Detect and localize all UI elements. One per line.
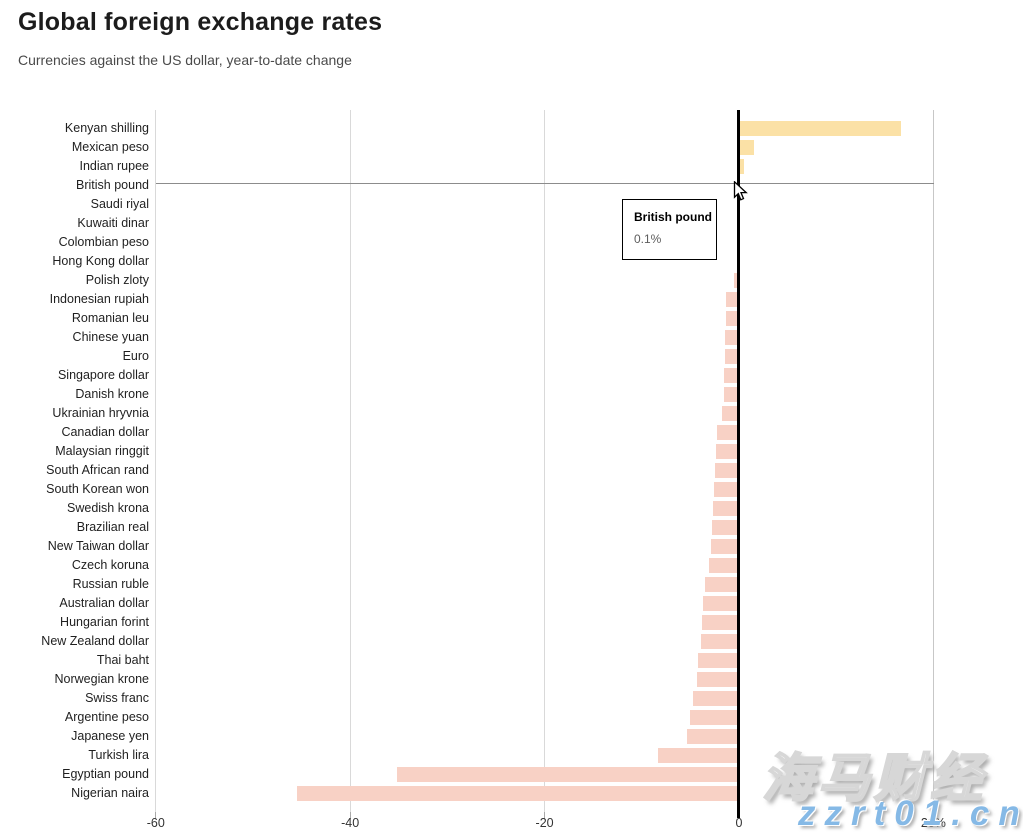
bar[interactable]: [716, 424, 739, 440]
zero-axis-line: [737, 110, 740, 818]
bar[interactable]: [739, 158, 744, 174]
category-label: Nigerian naira: [71, 785, 149, 800]
category-label: Thai baht: [96, 652, 149, 667]
category-label: Indonesian rupiah: [49, 291, 149, 306]
category-label: Australian dollar: [59, 595, 149, 610]
category-label: South African rand: [46, 462, 149, 477]
category-label: Polish zloty: [85, 272, 149, 287]
axis-tick-label: -40: [341, 816, 360, 830]
bar[interactable]: [724, 367, 739, 383]
bar[interactable]: [697, 671, 739, 687]
bar[interactable]: [296, 785, 739, 801]
tooltip-value: 0.1%: [634, 232, 662, 246]
category-label: Saudi riyal: [90, 196, 149, 211]
bar[interactable]: [712, 500, 739, 516]
hover-row-line: [156, 183, 934, 184]
category-label: Romanian leu: [71, 310, 149, 325]
axis-tick: [155, 812, 157, 819]
category-label: Swiss franc: [85, 690, 149, 705]
category-label: Hong Kong dollar: [52, 253, 149, 268]
category-label: Czech koruna: [71, 557, 149, 572]
gridline: [155, 110, 157, 812]
category-label: Norwegian krone: [54, 671, 150, 686]
bar[interactable]: [721, 405, 739, 421]
category-label: Ukrainian hryvnia: [52, 405, 149, 420]
bar[interactable]: [734, 272, 739, 288]
watermark-url: zzrt01.cn: [798, 794, 1023, 833]
category-label: Colombian peso: [58, 234, 149, 249]
category-label: Indian rupee: [79, 158, 149, 173]
category-label: Euro: [122, 348, 149, 363]
axis-tick-label: -20: [535, 816, 554, 830]
category-label: Hungarian forint: [60, 614, 149, 629]
axis-tick: [349, 812, 351, 819]
page-subtitle: Currencies against the US dollar, year-t…: [18, 52, 352, 68]
bar[interactable]: [693, 690, 739, 706]
axis-tick: [544, 812, 546, 819]
category-label: British pound: [76, 177, 149, 192]
bar[interactable]: [739, 120, 902, 136]
bar[interactable]: [701, 633, 739, 649]
bar[interactable]: [702, 614, 739, 630]
category-label: Brazilian real: [76, 519, 149, 534]
bar[interactable]: [658, 747, 739, 763]
bar[interactable]: [713, 481, 739, 497]
bar[interactable]: [726, 291, 739, 307]
bar[interactable]: [724, 386, 739, 402]
bar[interactable]: [715, 443, 739, 459]
tooltip: British pound 0.1%: [622, 199, 717, 260]
axis-tick: [932, 812, 934, 819]
bar[interactable]: [690, 709, 739, 725]
gridline: [932, 110, 934, 812]
axis-tick-label: -60: [146, 816, 165, 830]
category-label: South Korean won: [46, 481, 149, 496]
category-label: New Taiwan dollar: [47, 538, 149, 553]
category-label: Canadian dollar: [61, 424, 149, 439]
bar[interactable]: [687, 728, 739, 744]
bar[interactable]: [708, 557, 739, 573]
category-label: Argentine peso: [64, 709, 149, 724]
axis-tick-label: 0: [735, 816, 743, 830]
category-label: Swedish krona: [67, 500, 149, 515]
category-label: Malaysian ringgit: [55, 443, 149, 458]
category-label: Egyptian pound: [62, 766, 149, 781]
page-title: Global foreign exchange rates: [18, 8, 383, 36]
gridline: [349, 110, 351, 812]
category-label: Kenyan shilling: [64, 120, 149, 135]
category-label: Chinese yuan: [72, 329, 149, 344]
category-label: Kuwaiti dinar: [77, 215, 149, 230]
category-label: Mexican peso: [71, 139, 149, 154]
bar[interactable]: [725, 329, 739, 345]
category-label: Singapore dollar: [57, 367, 149, 382]
bar[interactable]: [704, 576, 739, 592]
bar[interactable]: [703, 595, 739, 611]
tooltip-title: British pound: [634, 210, 712, 224]
bar[interactable]: [714, 462, 739, 478]
category-label: Japanese yen: [71, 728, 149, 743]
gridline: [544, 110, 546, 812]
bar[interactable]: [698, 652, 739, 668]
category-label: Russian ruble: [72, 576, 149, 591]
category-label: Turkish lira: [88, 747, 149, 762]
bar[interactable]: [710, 538, 739, 554]
watermark-brand: 海马财经: [761, 748, 987, 810]
axis-tick-label: 20%: [920, 816, 946, 830]
bar[interactable]: [711, 519, 739, 535]
category-label: Danish krone: [75, 386, 149, 401]
bar[interactable]: [726, 310, 739, 326]
bar[interactable]: [739, 139, 754, 155]
bar[interactable]: [725, 348, 739, 364]
category-label: New Zealand dollar: [41, 633, 149, 648]
bar[interactable]: [396, 766, 739, 782]
mouse-cursor-icon: [733, 180, 748, 207]
